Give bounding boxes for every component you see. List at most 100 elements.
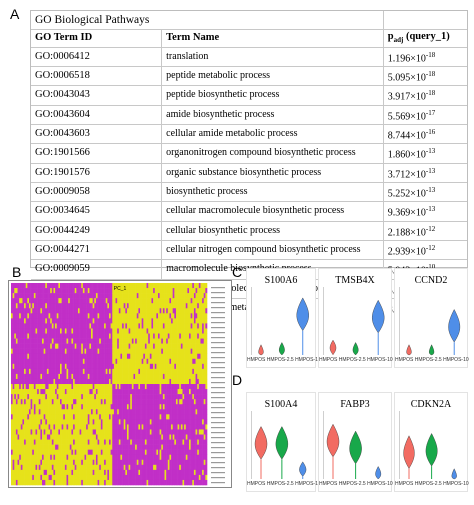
heatmap-cell: [192, 464, 195, 471]
heatmap-cell: [125, 479, 128, 486]
heatmap-cell: [197, 424, 200, 430]
heatmap-cell: [174, 373, 177, 380]
heatmap-cell: [89, 394, 92, 400]
heatmap-cell: [79, 389, 82, 395]
heatmap-cell: [91, 399, 93, 405]
heatmap-cell: [164, 303, 167, 309]
heatmap-cell: [198, 308, 201, 314]
heatmap-cell: [46, 328, 49, 334]
heatmap-cell: [89, 479, 92, 486]
heatmap-cell: [91, 283, 93, 289]
heatmap-cell: [82, 449, 85, 455]
heatmap-cell: [42, 479, 44, 486]
heatmap-cell: [154, 409, 157, 415]
heatmap-cell: [20, 353, 23, 360]
heatmap-cell: [156, 363, 159, 370]
heatmap-cell: [153, 399, 156, 405]
heatmap-cell: [172, 469, 175, 476]
heatmap-cell: [14, 373, 17, 380]
heatmap-cell: [48, 409, 51, 415]
heatmap-cell: [17, 343, 20, 349]
heatmap-cell: [58, 333, 61, 339]
heatmap-cell: [76, 469, 79, 476]
heatmap-cell: [133, 293, 136, 299]
heatmap-cell: [45, 474, 48, 481]
heatmap-cell: [123, 303, 126, 309]
heatmap-cell: [56, 283, 59, 289]
heatmap-cell: [66, 318, 69, 324]
heatmap-cell: [156, 469, 159, 476]
heatmap-cell: [151, 298, 154, 304]
heatmap-cell: [56, 469, 59, 476]
heatmap-cell: [94, 343, 97, 349]
heatmap-cell: [140, 373, 142, 380]
heatmap-cell: [81, 303, 84, 309]
heatmap-cell: [164, 399, 167, 405]
heatmap-cell: [61, 469, 64, 476]
heatmap-cell: [144, 444, 147, 450]
heatmap-cell: [102, 439, 105, 445]
heatmap-cell: [109, 343, 111, 349]
heatmap-cell: [172, 358, 175, 365]
heatmap-cell: [187, 283, 190, 289]
heatmap-cell: [169, 373, 172, 380]
heatmap-cell: [125, 318, 128, 324]
heatmap-cell: [51, 414, 54, 420]
heatmap-cell: [158, 378, 160, 385]
heatmap-cell: [27, 459, 30, 466]
heatmap-cell: [154, 389, 157, 395]
heatmap-cell: [20, 283, 23, 289]
heatmap-cell: [87, 479, 90, 486]
heatmap-cell: [45, 328, 48, 334]
heatmap-cell: [200, 303, 203, 309]
heatmap-cell: [30, 474, 33, 481]
heatmap-cell: [123, 464, 126, 471]
heatmap-cell: [192, 404, 195, 410]
heatmap-cell: [45, 313, 48, 319]
heatmap-cell: [63, 474, 66, 481]
heatmap-cell: [15, 313, 18, 319]
heatmap-cell: [177, 414, 180, 420]
heatmap-cell: [190, 479, 193, 486]
heatmap-cell: [74, 333, 77, 339]
heatmap-cell: [79, 419, 82, 425]
heatmap-cell: [200, 474, 203, 481]
heatmap-cell: [135, 378, 138, 385]
heatmap-cell: [105, 459, 108, 466]
heatmap-cell: [42, 449, 44, 455]
heatmap-cell: [89, 363, 92, 370]
heatmap-cell: [169, 464, 172, 471]
heatmap-cell: [135, 368, 138, 375]
heatmap-cell: [81, 404, 84, 410]
heatmap-cell: [73, 384, 75, 390]
heatmap-cell: [74, 283, 77, 289]
heatmap-cell: [33, 459, 36, 466]
heatmap-cell: [198, 283, 201, 289]
heatmap-cell: [37, 479, 40, 486]
heatmap-cell: [133, 353, 136, 360]
heatmap-cell: [125, 328, 128, 334]
heatmap-cell: [174, 338, 177, 344]
heatmap-cell: [193, 459, 196, 466]
heatmap-cell: [92, 318, 95, 324]
heatmap-cell: [46, 373, 49, 380]
heatmap-cell: [37, 333, 40, 339]
heatmap-cell: [109, 399, 111, 405]
heatmap-cell: [187, 298, 190, 304]
heatmap-cell: [87, 318, 90, 324]
heatmap-cell: [144, 373, 147, 380]
heatmap-cell: [79, 368, 82, 375]
heatmap-cell: [68, 389, 71, 395]
violin-plot-tmsb4x: TMSB4X HMPOS HMPOS-2.5 HMPOS-10: [318, 268, 393, 368]
heatmap-cell: [95, 414, 98, 420]
heatmap-cell: [205, 318, 208, 324]
heatmap-cell: [40, 288, 43, 294]
heatmap-cell: [185, 459, 188, 466]
heatmap-cell: [203, 283, 206, 289]
heatmap-cell: [110, 449, 113, 455]
gene-label-mark: [211, 327, 225, 329]
heatmap-cell: [123, 338, 126, 344]
heatmap-cell: [197, 439, 200, 445]
heatmap-cell: [107, 444, 110, 450]
heatmap-cell: [53, 469, 56, 476]
